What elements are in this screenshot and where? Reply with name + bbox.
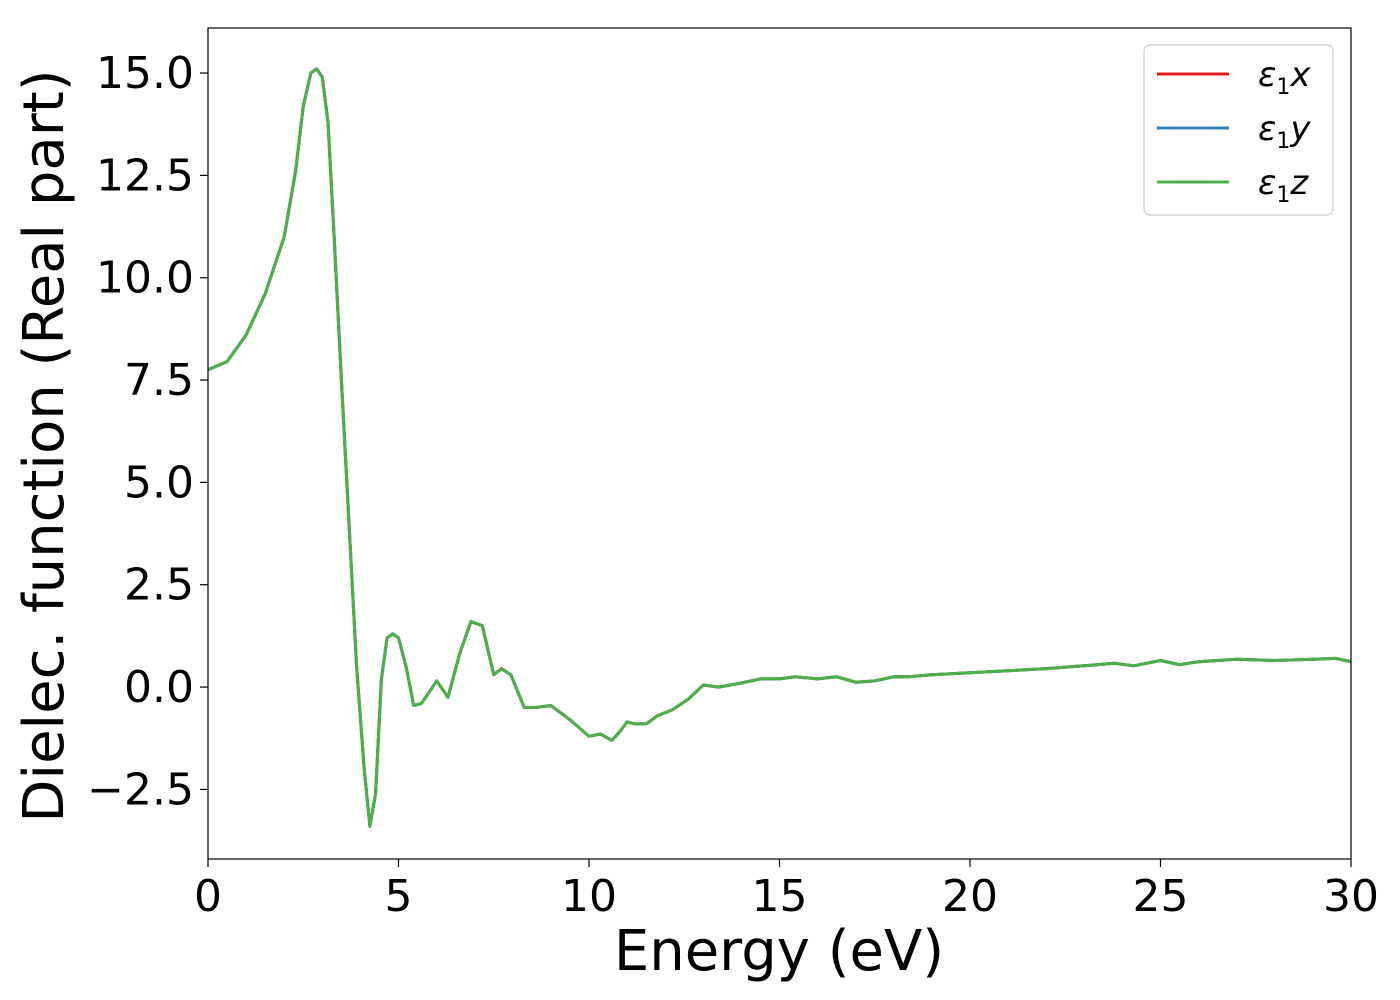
y-tick-label: −2.5 <box>87 764 194 815</box>
y-tick-label: 12.5 <box>96 150 194 201</box>
x-tick-label: 20 <box>942 871 998 922</box>
y-tick-label: 7.5 <box>124 355 194 406</box>
x-axis-label: Energy (eV) <box>614 919 944 984</box>
x-axis: 0 5 10 15 20 25 30 <box>194 859 1379 922</box>
x-tick-label: 15 <box>752 871 808 922</box>
y-tick-label: 5.0 <box>124 457 194 508</box>
x-tick-label: 0 <box>194 871 222 922</box>
legend-box <box>1143 44 1334 216</box>
series-layer <box>208 67 1351 828</box>
x-tick-label: 5 <box>385 871 413 922</box>
legend-label-z: ε1z <box>1258 163 1309 208</box>
x-tick-label: 10 <box>561 871 617 922</box>
legend-entries: ε1x ε1y ε1z <box>1157 55 1311 208</box>
x-tick-label: 30 <box>1323 871 1379 922</box>
y-axis: −2.5 0.0 2.5 5.0 7.5 10.0 12.5 15.0 <box>87 48 208 815</box>
legend-label-y: ε1y <box>1258 109 1311 154</box>
y-axis-label: Dielec. function (Real part) <box>12 69 77 822</box>
y-tick-label: 10.0 <box>96 253 194 304</box>
x-tick-label: 25 <box>1133 871 1189 922</box>
legend: ε1x ε1y ε1z <box>1143 44 1334 216</box>
y-tick-label: 0.0 <box>124 662 194 713</box>
legend-label-x: ε1x <box>1258 55 1311 100</box>
y-tick-label: 2.5 <box>124 560 194 611</box>
series-line-z <box>208 67 1351 828</box>
y-tick-label: 15.0 <box>96 48 194 99</box>
